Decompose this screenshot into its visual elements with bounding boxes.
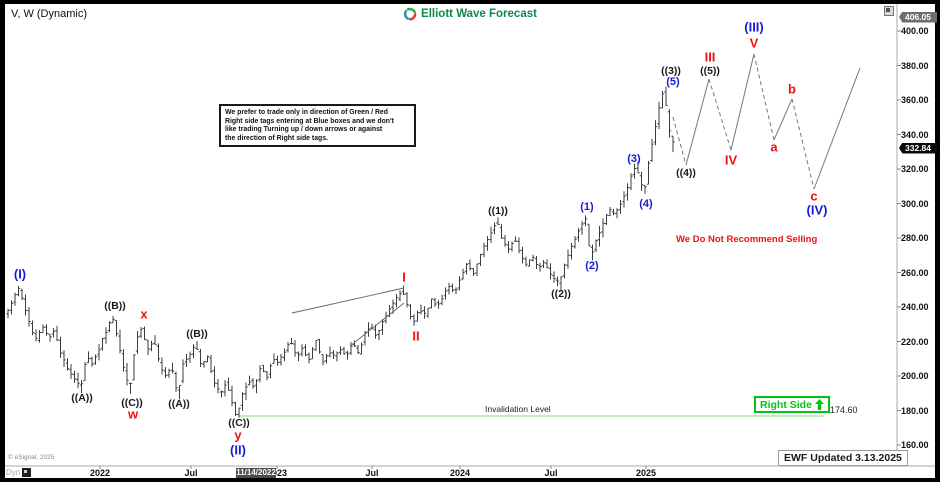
price-tick-label: 200.00 [901, 371, 929, 381]
forecast-projection-line [791, 98, 815, 190]
trading-note-line: Right side tags entering at Blue boxes a… [225, 117, 394, 125]
trendline [349, 302, 405, 347]
wave-label-red: a [770, 139, 778, 155]
forecast-projection-line [753, 53, 775, 141]
wave-label-blue: (1) [580, 201, 594, 213]
time-tick-label: Jul [544, 468, 558, 478]
copyright-text: © eSignal, 2025 [8, 454, 55, 461]
forecast-projection-line [813, 67, 861, 190]
wave-label-blue: (5) [666, 76, 680, 88]
price-tick-label: 380.00 [901, 60, 929, 71]
wave-label-red: IV [724, 152, 738, 168]
wave-label-black: ((1)) [488, 205, 508, 217]
price-tick-label: 360.00 [901, 95, 929, 105]
timeframe-tab-icon [22, 468, 32, 477]
time-tick-label: 2025 [635, 468, 657, 478]
forecast-projection-line [730, 53, 755, 151]
forecast-projection-line [708, 78, 732, 151]
price-tick-label: 320.00 [901, 164, 929, 174]
wave-label-blue: (4) [639, 198, 653, 210]
wave-label-black: ((3)) [661, 65, 681, 77]
trading-note-line: the direction of Right side tags. [225, 134, 328, 142]
forecast-projection-line [773, 98, 793, 141]
right-side-label: Right Side [760, 398, 812, 411]
wave-label-black: ((4)) [676, 167, 696, 179]
wave-label-blue: (II) [230, 442, 246, 458]
wave-label-blue: (IV) [806, 202, 828, 218]
price-tick-label: 260.00 [901, 267, 929, 278]
upper-price-marker-badge: 406.05 [899, 11, 937, 23]
selected-date-badge: 11/14/2022 [236, 468, 276, 478]
price-tick-label: 160.00 [901, 440, 929, 450]
trading-note-box: We prefer to trade only in direction of … [219, 104, 416, 148]
brand-logo: Elliott Wave Forecast [403, 7, 537, 21]
wave-label-red: x [140, 306, 148, 322]
up-arrow-icon [814, 399, 824, 410]
time-tick-label: 2024 [449, 468, 471, 478]
last-price-badge: 332.84 [899, 142, 937, 154]
ewf-updated-stamp: EWF Updated 3.13.2025 [778, 450, 908, 466]
wave-label-red: I [402, 269, 406, 285]
wave-label-black: ((B)) [186, 328, 208, 340]
wave-label-red: II [412, 328, 420, 344]
wave-label-red: w [127, 406, 139, 422]
wave-label-blue: (3) [627, 153, 641, 165]
wave-label-black: ((A)) [71, 392, 93, 404]
time-tick-label: Jul [184, 468, 198, 478]
wave-label-blue: (2) [585, 260, 599, 272]
forecast-projection-line [685, 78, 710, 166]
wave-label-black: ((C)) [228, 417, 250, 429]
wave-label-blue: (I) [13, 266, 27, 282]
invalidation-level-value: 174.60 [830, 405, 858, 415]
price-tick-label: 400.00 [901, 26, 929, 36]
wave-label-blue: (III) [744, 19, 764, 35]
price-tick-label: 340.00 [901, 129, 929, 140]
wave-label-black: ((5)) [700, 65, 720, 77]
wave-label-red: III [704, 49, 716, 65]
wave-label-red: b [788, 81, 796, 97]
timeframe-tab-label: Dyn [6, 468, 21, 477]
timeframe-tab[interactable]: Dyn [6, 468, 32, 477]
wave-label-black: ((2)) [551, 288, 571, 300]
trading-note-line: like trading Turning up / down arrows or… [225, 126, 383, 134]
time-tick-label: Jul [365, 468, 379, 478]
invalidation-level-label: Invalidation Level [485, 404, 551, 414]
price-tick-label: 240.00 [901, 302, 929, 312]
wave-label-black: ((A)) [168, 398, 190, 410]
forecast-projection-line [672, 116, 687, 166]
brand-name: Elliott Wave Forecast [421, 8, 537, 20]
trendline [291, 287, 405, 314]
price-tick-label: 280.00 [901, 233, 929, 243]
wave-label-black: ((C)) [121, 397, 143, 409]
wave-label-black: ((B)) [104, 300, 126, 312]
price-tick-label: 300.00 [901, 198, 929, 209]
wave-label-red: c [810, 188, 818, 204]
symbol-title: V, W (Dynamic) [11, 8, 87, 20]
brand-logo-icon [403, 7, 417, 21]
maximize-icon[interactable] [884, 6, 894, 16]
wave-label-red: V [749, 35, 759, 51]
time-tick-label: 2023 [266, 468, 288, 478]
price-tick-label: 180.00 [901, 405, 929, 416]
no-sell-warning: We Do Not Recommend Selling [676, 234, 818, 245]
time-tick-label: 2022 [89, 468, 111, 478]
wave-label-red: y [234, 427, 242, 443]
trading-note-line: We prefer to trade only in direction of … [225, 109, 388, 116]
right-side-tag: Right Side [754, 396, 830, 413]
price-tick-label: 220.00 [901, 336, 929, 347]
